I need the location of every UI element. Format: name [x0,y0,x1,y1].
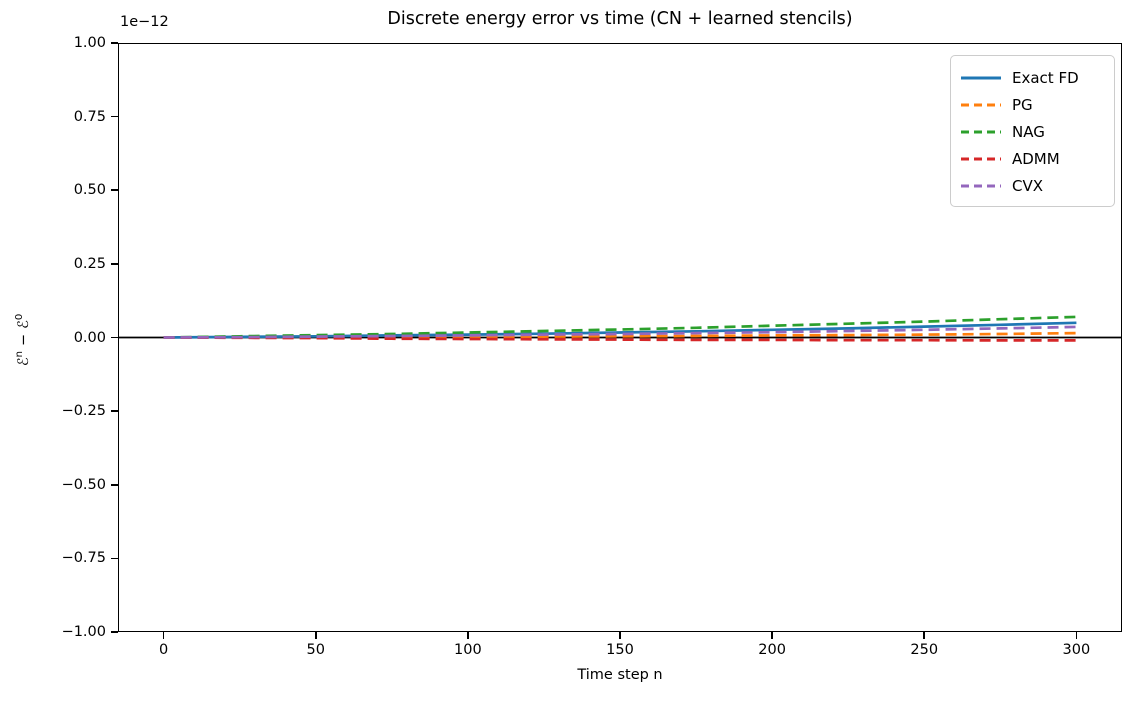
y-tick-mark [111,483,118,486]
legend-item-admm: ADMM [961,145,1104,172]
series-line-exact-fd [163,321,1077,339]
y-tick-mark [111,557,118,560]
y-tick-mark [111,631,118,633]
y-axis-offset-label: 1e−12 [120,14,169,30]
ylabel-script-e1: ℰ [15,357,32,367]
y-tick-mark [111,42,118,44]
x-tick-label: 200 [758,642,786,658]
legend-line-sample [961,184,1001,187]
plot-svg [118,315,1122,342]
legend-line-sample [961,130,1001,133]
y-tick-mark [111,410,118,412]
y-tick-label: −0.75 [61,550,106,567]
y-tick-label: 1.00 [73,35,106,51]
ylabel-sup-n: n [14,351,26,358]
x-tick-mark [771,632,773,639]
x-tick-mark [314,632,317,639]
y-tick-label: 0.00 [73,329,106,346]
legend-item-nag: NAG [961,118,1104,145]
x-tick-label: 150 [606,642,634,658]
legend-line-sample [961,157,1001,160]
x-tick-label: 0 [159,642,169,658]
legend: Exact FD PG NAG ADMM CVX [950,55,1115,207]
legend-item-cvx: CVX [961,172,1104,199]
x-tick-mark [467,632,469,639]
y-tick-label: −1.00 [61,624,106,640]
legend-label: PG [1012,95,1033,114]
legend-item-pg: PG [961,91,1104,118]
x-axis-label: Time step n [577,667,663,683]
y-tick-mark [111,115,118,118]
legend-line-sample [961,103,1001,106]
x-tick-mark [162,632,165,639]
legend-label: ADMM [1012,149,1060,168]
y-tick-label: −0.50 [61,476,106,493]
x-tick-label: 250 [910,642,939,658]
y-tick-mark [111,189,118,192]
x-tick-label: 300 [1062,642,1091,658]
legend-label: CVX [1012,176,1044,195]
x-tick-label: 50 [306,642,325,658]
y-tick-mark [111,336,118,339]
x-tick-mark [923,632,926,639]
ylabel-sup-0: 0 [14,313,26,321]
y-tick-label: 0.75 [73,108,106,125]
y-tick-label: 0.50 [73,182,106,199]
y-tick-label: 0.25 [73,255,106,272]
x-tick-label: 100 [454,642,482,658]
y-tick-mark [111,263,118,265]
legend-label: Exact FD [1012,68,1079,87]
legend-label: NAG [1012,122,1045,141]
chart-title: Discrete energy error vs time (CN + lear… [387,9,853,29]
x-tick-mark [619,632,621,639]
legend-item-exact-fd: Exact FD [961,64,1104,91]
legend-line-sample [961,76,1001,79]
x-tick-mark [1075,632,1078,639]
y-tick-label: −0.25 [61,403,106,420]
